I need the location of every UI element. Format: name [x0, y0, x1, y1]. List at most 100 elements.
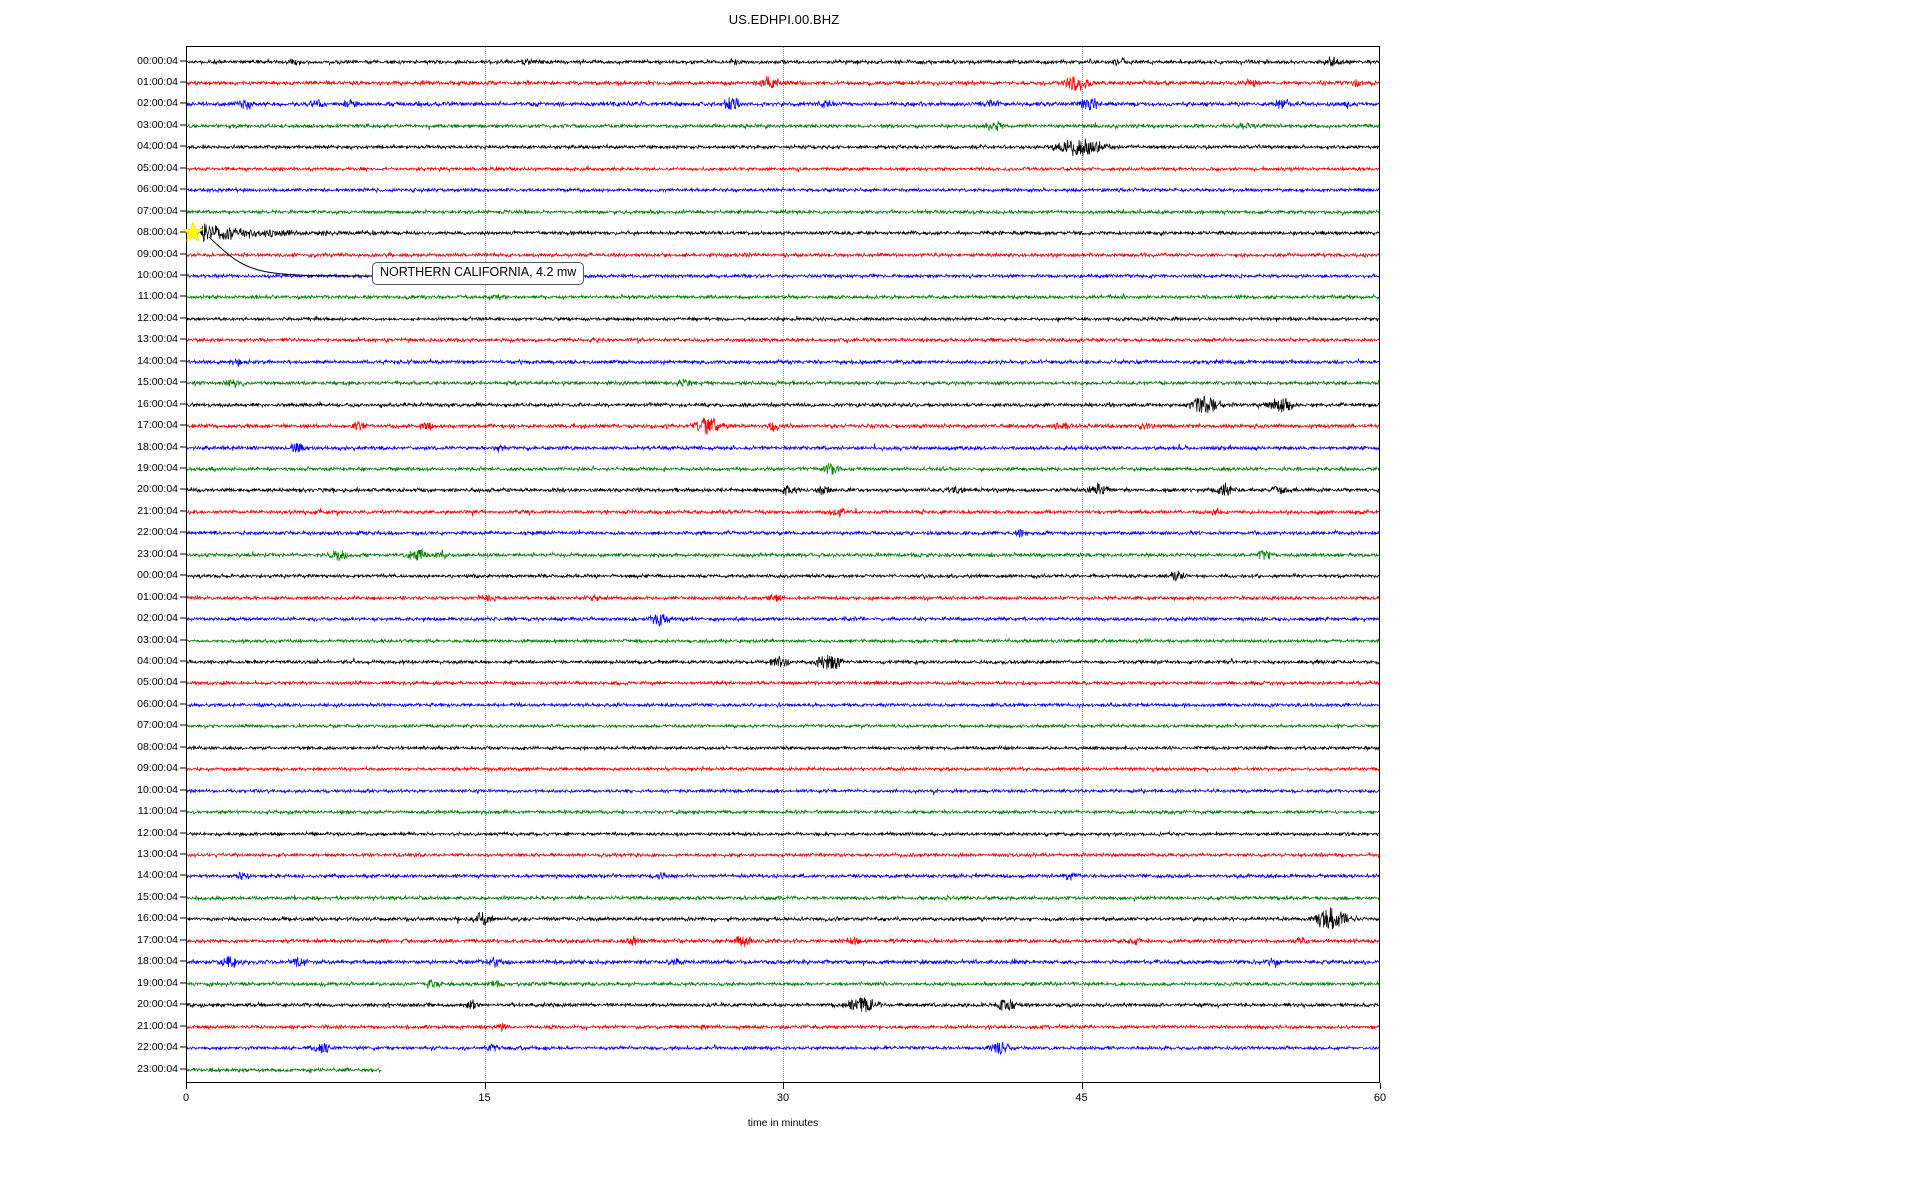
trace-row	[187, 864, 1379, 888]
y-axis-tick-label: 12:00:04	[137, 826, 178, 839]
y-axis-tick-label: 11:00:04	[137, 805, 178, 818]
y-axis-tick-label: 16:00:04	[137, 397, 178, 410]
y-axis-tick	[180, 467, 186, 469]
y-axis-labels: 00:00:04 01:00:04 02:00:04 03:00:04 04:00:04…	[0, 0, 186, 1200]
trace-row	[187, 114, 1379, 138]
trace-row	[187, 478, 1379, 502]
y-axis-tick	[180, 767, 186, 769]
x-axis-tick	[1081, 1083, 1083, 1089]
trace-row	[187, 950, 1379, 974]
trace-row	[187, 736, 1379, 760]
trace-row	[187, 929, 1379, 953]
gridline-30	[783, 47, 785, 1082]
y-axis-tick	[180, 982, 186, 984]
y-axis-tick-label: 16:00:04	[137, 912, 178, 925]
y-axis-tick	[180, 617, 186, 619]
trace-row	[187, 822, 1379, 846]
x-axis-tick-label: 15	[478, 1092, 491, 1104]
gridline-45	[1081, 47, 1084, 1082]
y-axis-tick-label: 03:00:04	[137, 118, 178, 131]
y-axis-tick	[180, 446, 186, 448]
trace-row	[187, 757, 1379, 781]
trace-row	[187, 671, 1379, 695]
y-axis-tick	[180, 853, 186, 855]
y-axis-tick-label: 03:00:04	[137, 633, 178, 646]
y-axis-tick	[180, 746, 186, 748]
y-axis-tick	[180, 124, 186, 126]
y-axis-tick-label: 09:00:04	[137, 762, 178, 775]
gridlines	[187, 47, 1379, 1082]
y-axis-tick-label: 02:00:04	[137, 612, 178, 625]
y-axis-tick	[180, 596, 186, 598]
trace-row	[187, 200, 1379, 224]
y-axis-tick	[180, 60, 186, 61]
y-axis-tick-label: 10:00:04	[137, 783, 178, 796]
y-axis-tick	[180, 553, 186, 555]
y-axis-tick	[180, 145, 186, 147]
y-axis-tick-label: 06:00:04	[137, 697, 178, 710]
y-axis-tick	[180, 488, 186, 490]
y-axis-tick-label: 21:00:04	[137, 1019, 178, 1032]
y-axis-tick	[180, 188, 186, 190]
y-axis-tick	[180, 810, 186, 812]
trace-row	[187, 243, 1379, 267]
y-axis-tick	[180, 724, 186, 726]
x-axis-tick	[186, 1083, 187, 1089]
y-axis-tick	[180, 338, 186, 340]
y-axis-tick	[180, 917, 186, 919]
x-axis-tick	[1380, 1083, 1381, 1089]
trace-row	[187, 350, 1379, 374]
y-axis-tick-label: 04:00:04	[137, 140, 178, 153]
y-axis-tick	[180, 681, 186, 683]
trace-row	[187, 50, 1379, 74]
y-axis-tick-label: 15:00:04	[137, 376, 178, 389]
trace-row	[187, 135, 1379, 159]
trace-row	[187, 993, 1379, 1017]
y-axis-tick	[180, 102, 186, 104]
trace-row	[187, 629, 1379, 653]
y-axis-tick-label: 23:00:04	[137, 1062, 178, 1075]
trace-row	[187, 607, 1379, 631]
trace-row	[187, 714, 1379, 738]
trace-row	[187, 307, 1379, 331]
trace-row	[187, 371, 1379, 395]
trace-row	[187, 886, 1379, 910]
y-axis-tick-label: 08:00:04	[137, 226, 178, 239]
y-axis-tick-label: 14:00:04	[137, 354, 178, 367]
y-axis-tick-label: 15:00:04	[137, 890, 178, 903]
trace-row	[187, 457, 1379, 481]
y-axis-tick-label: 10:00:04	[137, 268, 178, 281]
trace-row	[187, 650, 1379, 674]
y-axis-tick-label: 07:00:04	[137, 719, 178, 732]
y-axis-tick	[180, 639, 186, 641]
y-axis-tick	[180, 403, 186, 405]
trace-row	[187, 328, 1379, 352]
y-axis-tick-label: 18:00:04	[137, 440, 178, 453]
y-axis-tick-label: 07:00:04	[137, 204, 178, 217]
trace-row	[187, 285, 1379, 309]
y-axis-tick	[180, 703, 186, 705]
y-axis-tick-label: 09:00:04	[137, 247, 178, 260]
y-axis-tick-label: 13:00:04	[137, 848, 178, 861]
trace-row	[187, 414, 1379, 438]
trace-row	[187, 221, 1379, 245]
y-axis-tick	[180, 274, 186, 276]
trace-row	[187, 543, 1379, 567]
trace-row	[187, 436, 1379, 460]
y-axis-tick-label: 19:00:04	[137, 976, 178, 989]
y-axis-tick-label: 05:00:04	[137, 676, 178, 689]
trace-row	[187, 586, 1379, 610]
event-annotation-label: NORTHERN CALIFORNIA, 4.2 mw	[372, 262, 585, 285]
y-axis-tick-label: 08:00:04	[137, 740, 178, 753]
trace-row	[187, 178, 1379, 202]
x-axis-tick	[783, 1083, 784, 1089]
y-axis-tick-label: 06:00:04	[137, 183, 178, 196]
trace-row	[187, 800, 1379, 824]
y-axis-tick-label: 11:00:04	[137, 290, 178, 303]
y-axis-tick-label: 05:00:04	[137, 161, 178, 174]
plot-area	[186, 46, 1380, 1083]
trace-row	[187, 907, 1379, 931]
trace-row	[187, 1036, 1379, 1060]
trace-row	[187, 92, 1379, 116]
